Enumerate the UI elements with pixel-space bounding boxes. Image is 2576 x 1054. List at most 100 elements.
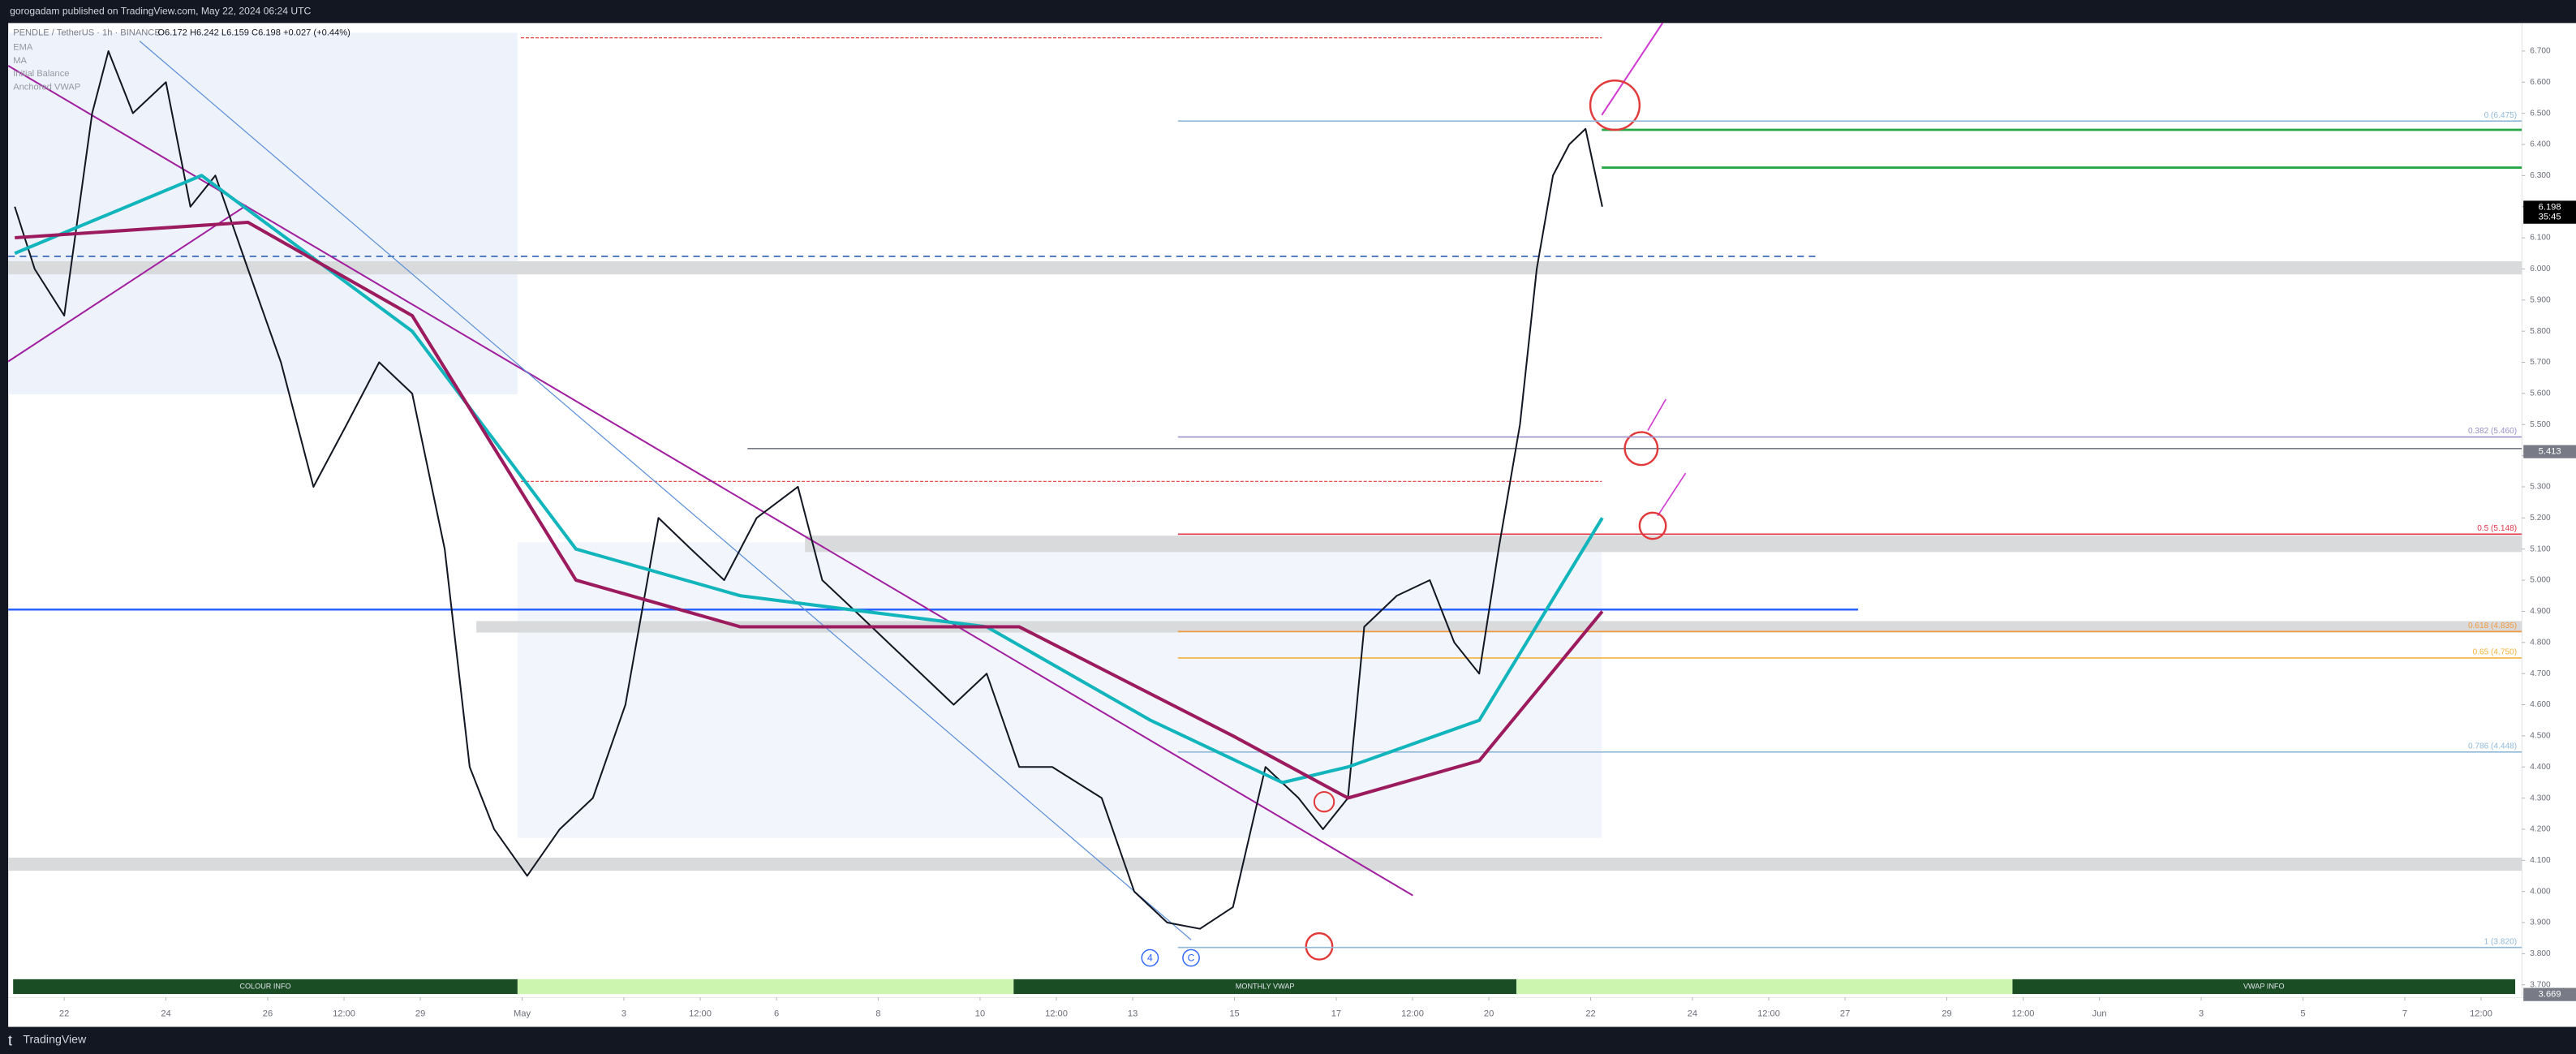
wave-label: C [1188,953,1195,964]
x-tick-label: Jun [2092,1009,2107,1018]
y-tick-label: 5.500 [2530,420,2551,429]
y-tick-label: 4.800 [2530,638,2551,647]
info-bar [1013,979,1516,995]
fib-label: 0.786 (4.448) [2468,742,2517,751]
price-label: 6.198 [2539,202,2561,212]
highlight-circle [1589,80,1641,131]
trendline [7,204,247,363]
fib-label: 0 (6.475) [2484,111,2517,120]
price-label-bg [2523,445,2576,458]
y-tick-label: 5.000 [2530,576,2551,585]
arrow [1657,472,1687,517]
x-tick-label: 12:00 [1401,1009,1424,1018]
price-label: 5.413 [2539,447,2561,457]
y-tick-label: 3.800 [2530,949,2551,958]
price-axis [2522,23,2576,998]
arrow [1601,22,1664,116]
info-bar-light [517,979,1014,995]
x-tick-label: 12:00 [333,1009,355,1018]
y-tick-label: 6.400 [2530,140,2551,149]
y-tick-label: 6.700 [2530,47,2551,56]
y-tick-label: 3.700 [2530,980,2551,989]
price-label-bg [2523,987,2576,1001]
y-tick-label: 4.600 [2530,700,2551,709]
x-tick-label: 12:00 [1757,1009,1780,1018]
x-tick-label: 3 [2199,1009,2204,1018]
x-tick-label: 5 [2300,1009,2305,1018]
x-tick-label: May [514,1009,531,1018]
y-tick-label: 6.500 [2530,109,2551,118]
price-label-bg [2523,200,2576,224]
brand: TradingView [23,1034,87,1047]
x-tick-label: 20 [1484,1009,1494,1018]
highlight-circle [1638,511,1667,540]
zone [517,542,1602,838]
fib-label: 0.382 (5.460) [2468,427,2517,436]
zone [805,536,2522,553]
zone [476,621,2522,633]
x-tick-label: 24 [1688,1009,1697,1018]
publisher: gorogadam published on TradingView.com, … [10,5,311,16]
y-tick-label: 5.100 [2530,544,2551,553]
y-tick-label: 3.900 [2530,918,2551,927]
y-tick-label: 4.200 [2530,825,2551,834]
y-tick-label: 5.900 [2530,295,2551,304]
symbol: PENDLE / TetherUS · 1h · BINANCE [13,28,161,37]
x-tick-label: 24 [161,1009,170,1018]
y-tick-label: 5.800 [2530,327,2551,336]
y-tick-label: 6.300 [2530,171,2551,180]
highlight-circle [1313,790,1335,813]
x-tick-label: 8 [875,1009,880,1018]
x-tick-label: 15 [1229,1009,1239,1018]
x-tick-label: 13 [1128,1009,1137,1018]
y-tick-label: 5.700 [2530,358,2551,367]
info-bar-label: MONTHLY VWAP [1236,982,1295,990]
y-tick-label: 4.300 [2530,794,2551,802]
y-tick-label: 4.900 [2530,607,2551,616]
trendline [139,41,1192,940]
wave-label: 4 [1147,953,1153,964]
highlight-circle [1623,431,1659,467]
fib-label: 0.618 (4.835) [2468,622,2517,630]
y-tick-label: 6.100 [2530,234,2551,243]
series-line [15,220,1604,800]
countdown: 35:45 [2539,213,2561,222]
info-bar [13,979,518,995]
info-bar-label: VWAP INFO [2243,982,2285,990]
x-tick-label: 29 [1942,1009,1951,1018]
y-tick-label: 4.400 [2530,763,2551,772]
price-label: 3.669 [2539,990,2561,1000]
x-tick-label: 12:00 [2470,1009,2492,1018]
arrow [1647,398,1666,431]
x-tick-label: 27 [1840,1009,1850,1018]
info-bar-label: COLOUR INFO [239,982,290,990]
x-tick-label: 22 [1585,1009,1595,1018]
fib-label: 0.65 (4.750) [2473,648,2518,657]
y-tick-label: 6.000 [2530,265,2551,273]
zone [8,260,2522,275]
info-bar [2012,979,2516,995]
ohlc: O6.172 H6.242 L6.159 C6.198 +0.027 (+0.4… [157,28,350,37]
y-tick-label: 5.600 [2530,389,2551,398]
x-tick-label: 17 [1331,1009,1341,1018]
x-tick-label: 3 [621,1009,626,1018]
legend-entry: Anchored VWAP [13,82,80,92]
time-axis [8,997,2576,1027]
fib-label: 0.5 (5.148) [2477,524,2517,533]
zone [8,858,2522,871]
fib-label: 1 (3.820) [2484,937,2517,946]
x-tick-label: 29 [415,1009,425,1018]
legend-entry: EMA [13,43,33,53]
x-tick-label: 12:00 [2012,1009,2035,1018]
brand-logo: ʈ [8,1034,12,1047]
legend-entry: Initial Balance [13,69,69,79]
y-tick-label: 4.000 [2530,887,2551,896]
x-tick-label: 6 [774,1009,779,1018]
y-tick-label: 4.700 [2530,669,2551,678]
x-tick-label: 22 [59,1009,69,1018]
info-bar-light [1516,979,2013,995]
series-line [14,49,1603,930]
y-tick-label: 4.100 [2530,856,2551,865]
